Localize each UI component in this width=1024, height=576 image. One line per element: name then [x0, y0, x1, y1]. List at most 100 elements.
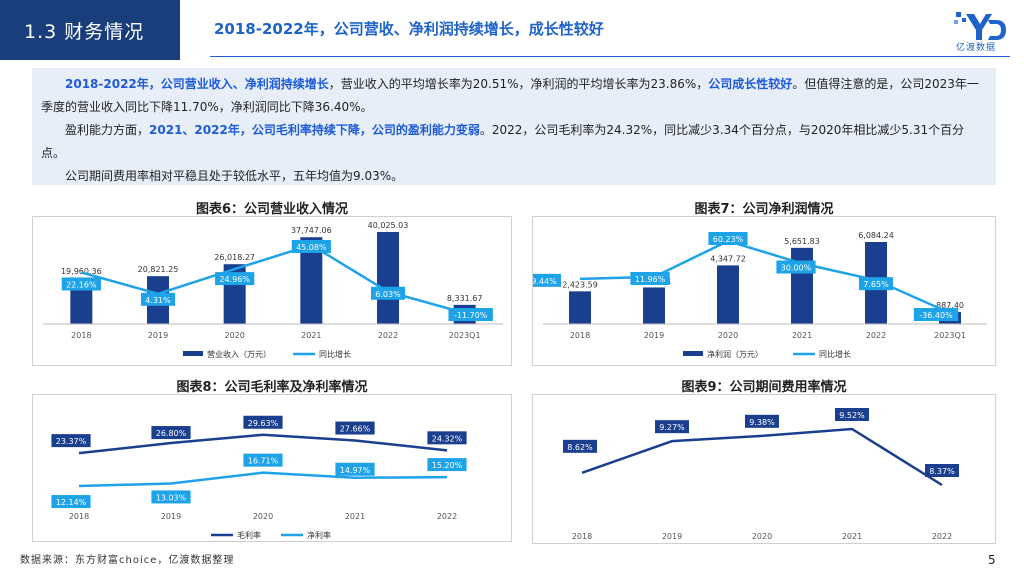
series-value-label-bg — [51, 495, 91, 509]
summary-highlight: 2018-2022年，公司营业收入、净利润持续增长 — [65, 77, 329, 91]
bar-value-label: 37,747.06 — [291, 226, 332, 235]
series-value-label: 24.32% — [432, 434, 463, 443]
x-tick-label: 2019 — [148, 331, 168, 340]
series-value-label: 16.71% — [248, 457, 279, 466]
x-tick-label: 2022 — [866, 331, 886, 340]
x-tick-label: 2021 — [301, 331, 321, 340]
chart8-title: 图表8：公司毛利率及净利率情况 — [176, 380, 368, 395]
x-tick-label: 2018 — [71, 331, 91, 340]
bar-value-label: 887.40 — [936, 301, 964, 310]
yidu-logo-icon — [954, 12, 1006, 40]
x-tick-label: 2018 — [570, 331, 590, 340]
x-tick-label: 2020 — [752, 532, 772, 541]
growth-value-label: 60.23% — [713, 235, 744, 244]
revenue-bar — [377, 232, 399, 324]
growth-line — [80, 243, 466, 315]
bar-value-label: 26,018.27 — [214, 253, 255, 262]
bar-value-label: 8,331.67 — [447, 294, 483, 303]
series-line — [581, 427, 943, 487]
x-tick-label: 2020 — [718, 331, 738, 340]
growth-value-label: 11.96% — [635, 275, 666, 284]
x-tick-label: 2020 — [253, 512, 273, 521]
data-source: 数据来源：东方财富choice，亿渡数据整理 — [20, 555, 235, 566]
chart8-box: 2018 2019 2020 2021 2022 23.37% 26.80% 29.63% 27… — [32, 394, 512, 542]
series-value-label: 8.62% — [567, 443, 593, 452]
growth-value-label: -11.70% — [454, 311, 488, 320]
expense-rate-chart: 2018 2019 2020 2021 2022 8.62% 9.27% 9.38% 9.52%… — [563, 408, 959, 541]
series-value-label-bg — [335, 421, 375, 435]
series-value-label-bg — [51, 434, 91, 448]
series-value-label-bg — [427, 431, 467, 445]
series-line — [78, 433, 448, 455]
growth-value-label-bg — [859, 277, 893, 291]
x-tick-label: 2021 — [842, 532, 862, 541]
chart6-box: 19,960.36 2018 20,821.25 2019 26,018.27 2020 3… — [32, 216, 512, 366]
summary-text: ，营业收入的平均增长率为20.51%，净利润的平均增长率为23.86%， — [328, 77, 709, 91]
growth-value-label: -36.40% — [919, 311, 953, 320]
page-title: 2018-2022年，公司营收、净利润持续增长，成长性较好 — [214, 20, 604, 38]
margin-chart: 2018 2019 2020 2021 2022 23.37% 26.80% 29.63% 27… — [51, 415, 467, 540]
series-value-label: 26.80% — [156, 429, 187, 438]
x-tick-label: 2023Q1 — [934, 331, 966, 340]
x-tick-label: 2021 — [345, 512, 365, 521]
growth-value-label: 9.44% — [533, 277, 557, 286]
series-value-label-bg — [151, 426, 191, 440]
chart9-title: 图表9：公司期间费用率情况 — [681, 380, 847, 395]
growth-value-label: 6.03% — [375, 290, 401, 299]
series-value-label-bg — [835, 408, 869, 421]
growth-value-label-bg — [630, 271, 670, 285]
growth-value-label-bg — [533, 273, 561, 287]
legend-bar-label: 营业收入（万元） — [207, 349, 271, 359]
series-value-label: 23.37% — [56, 437, 87, 446]
growth-value-label-bg — [141, 292, 175, 306]
section-label: 1.3 财务情况 — [0, 0, 180, 60]
bar-value-label: 2,423.59 — [562, 280, 598, 289]
series-value-label-bg — [335, 462, 375, 476]
revenue-bar — [569, 291, 591, 324]
series-value-label: 12.14% — [56, 498, 87, 507]
revenue-bar — [717, 265, 739, 324]
growth-value-label-bg — [371, 286, 405, 300]
series-value-label: 15.20% — [432, 461, 463, 470]
legend-label: 毛利率 — [237, 530, 261, 540]
growth-value-label-bg — [215, 272, 255, 286]
series-value-label-bg — [925, 464, 959, 477]
page-number: 5 — [988, 553, 996, 567]
growth-value-label: 24.96% — [219, 275, 250, 284]
series-value-label: 14.97% — [340, 466, 371, 475]
growth-value-label-bg — [448, 308, 493, 321]
chart7-box: 2,423.5920182,713.4120194,347.7220205,65… — [532, 216, 996, 366]
revenue-chart: 19,960.36 2018 20,821.25 2019 26,018.27 2020 3… — [43, 221, 503, 359]
series-value-label-bg — [243, 453, 283, 467]
legend-bar-label: 净利润（万元） — [707, 349, 763, 359]
bar-value-label: 4,347.72 — [710, 254, 746, 263]
series-value-label-bg — [655, 420, 689, 434]
summary-highlight: 公司成长性较好 — [708, 77, 793, 91]
series-value-label: 9.38% — [749, 418, 775, 427]
summary-text: 盈利能力方面， — [65, 123, 150, 137]
chart7-title: 图表7：公司净利润情况 — [694, 202, 834, 217]
legend-line-label: 同比增长 — [319, 349, 351, 359]
revenue-bar — [643, 287, 665, 324]
bar-value-label: 20,821.25 — [138, 265, 179, 274]
legend-line-label: 同比增长 — [819, 349, 851, 359]
growth-value-label-bg — [776, 260, 816, 274]
series-value-label: 8.37% — [929, 467, 955, 476]
growth-value-label-bg — [913, 308, 959, 321]
growth-value-label: 7.65% — [863, 280, 889, 289]
net-profit-chart: 2,423.5920182,713.4120194,347.7220205,65… — [533, 231, 987, 359]
x-tick-label: 2023Q1 — [449, 331, 481, 340]
summary-paragraph-2: 盈利能力方面，2021、2022年，公司毛利率持续下降，公司的盈利能力变弱。20… — [41, 119, 987, 165]
series-value-label: 13.03% — [156, 493, 187, 502]
summary-text: 。2022，公司毛利率为24.32%，同比减少3.34个百分点，与2020年相比… — [41, 123, 965, 160]
revenue-bar — [300, 237, 323, 324]
summary-paragraph-3: 公司期间费用率相对平稳且处于较低水平，五年均值为9.03%。 — [41, 165, 987, 188]
series-value-label-bg — [151, 490, 191, 504]
bar-value-label: 6,084.24 — [858, 231, 894, 240]
revenue-bar — [791, 247, 813, 324]
legend-bar-swatch — [683, 351, 703, 356]
header-divider — [210, 56, 1010, 57]
x-tick-label: 2020 — [224, 331, 244, 340]
summary-text: 。但值得注意的是，公司2023年一季度的营业收入同比下降11.70%，净利润同比… — [41, 77, 979, 114]
growth-value-label: 30.00% — [781, 264, 812, 273]
